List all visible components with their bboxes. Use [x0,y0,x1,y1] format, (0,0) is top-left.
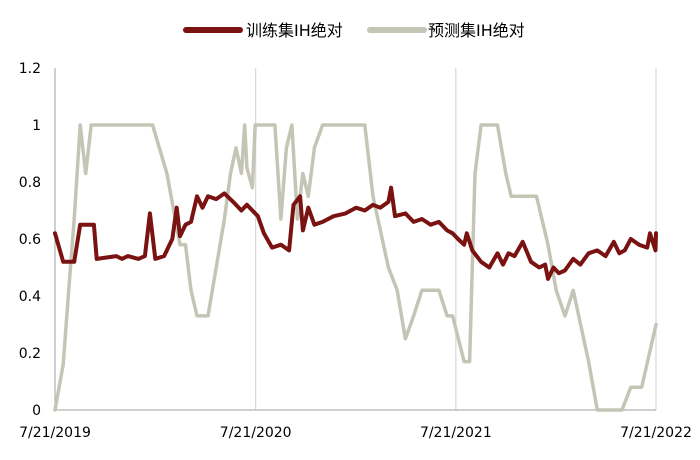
y-tick-label: 0.4 [19,289,41,305]
y-tick-label: 1.2 [19,61,41,77]
x-axis: 7/21/2019 7/21/2020 7/21/2021 7/21/2022 [19,409,692,441]
y-tick-label: 0 [32,403,41,419]
x-tick-label: 7/21/2020 [220,425,292,441]
legend-label-train: 训练集IH绝对 [246,21,343,40]
series-line-predict [53,123,658,412]
legend: 训练集IH绝对 预测集IH绝对 [183,21,525,40]
series-line-train [53,185,658,281]
x-tick-label: 7/21/2021 [420,425,492,441]
x-tick-label: 7/21/2019 [19,425,91,441]
legend-label-predict: 预测集IH绝对 [428,21,525,40]
y-tick-label: 0.6 [19,232,41,248]
y-axis: 0 0.2 0.4 0.6 0.8 1 1.2 [19,61,56,419]
y-tick-label: 1 [32,118,41,134]
plot-area [53,123,658,412]
y-tick-label: 0.2 [19,346,41,362]
y-tick-label: 0.8 [19,175,41,191]
x-tick-label: 7/21/2022 [620,425,692,441]
